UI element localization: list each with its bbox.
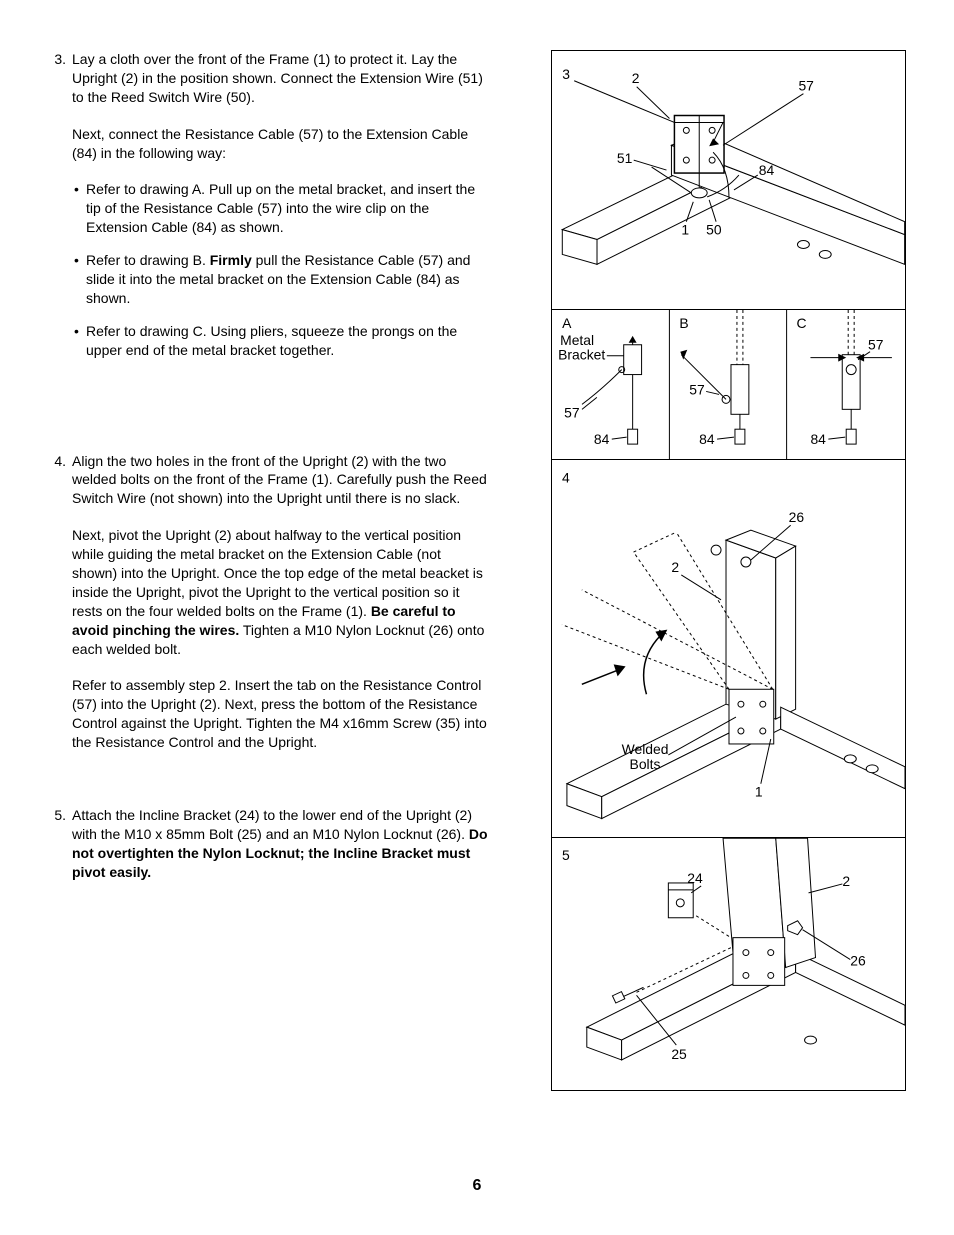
step-3-number: 3. <box>48 50 72 374</box>
svg-text:57: 57 <box>868 337 884 353</box>
step-3: 3. Lay a cloth over the front of the Fra… <box>48 50 488 374</box>
svg-text:Welded: Welded <box>622 741 669 757</box>
svg-text:1: 1 <box>755 784 763 800</box>
right-column: 3 2 57 51 84 1 50 <box>551 50 906 1091</box>
svg-text:24: 24 <box>687 870 703 886</box>
step-3-bullet-1: Refer to drawing A. Pull up on the metal… <box>72 180 488 237</box>
svg-text:1: 1 <box>681 222 689 238</box>
figure-5-svg: 5 <box>552 838 905 1090</box>
step-5: 5. Attach the Incline Bracket (24) to th… <box>48 806 488 900</box>
page-number: 6 <box>0 1177 954 1195</box>
svg-text:2: 2 <box>842 873 850 889</box>
step-5-number: 5. <box>48 806 72 900</box>
svg-text:5: 5 <box>562 847 570 863</box>
svg-text:4: 4 <box>562 469 570 485</box>
page: 3. Lay a cloth over the front of the Fra… <box>0 0 954 1235</box>
svg-text:84: 84 <box>699 431 715 447</box>
svg-text:A: A <box>562 315 572 331</box>
svg-text:57: 57 <box>564 404 580 420</box>
svg-text:Bracket: Bracket <box>558 347 605 363</box>
step-4-p3: Refer to assembly step 2. Insert the tab… <box>72 676 488 752</box>
figure-4: 4 <box>551 460 906 838</box>
step-4-p1: Align the two holes in the front of the … <box>72 452 488 509</box>
step-3-bullet-2: Refer to drawing B. Firmly pull the Resi… <box>72 251 488 308</box>
spacer <box>48 788 488 806</box>
content-wrapper: 3. Lay a cloth over the front of the Fra… <box>48 50 906 1091</box>
step-3-body: Lay a cloth over the front of the Frame … <box>72 50 488 374</box>
figure-3: 3 2 57 51 84 1 50 <box>551 50 906 310</box>
left-column: 3. Lay a cloth over the front of the Fra… <box>48 50 488 1091</box>
svg-text:57: 57 <box>689 381 705 397</box>
svg-text:3: 3 <box>562 66 570 82</box>
svg-text:57: 57 <box>798 78 814 94</box>
step-5-p1: Attach the Incline Bracket (24) to the l… <box>72 806 488 882</box>
figure-4-svg: 4 <box>552 460 905 837</box>
svg-text:Metal: Metal <box>560 332 594 348</box>
svg-text:C: C <box>797 315 807 331</box>
svg-text:2: 2 <box>632 70 640 86</box>
svg-text:84: 84 <box>759 162 775 178</box>
svg-text:Bolts: Bolts <box>630 756 661 772</box>
figure-3-svg: 3 2 57 51 84 1 50 <box>552 51 905 309</box>
svg-text:50: 50 <box>706 222 722 238</box>
step-5-body: Attach the Incline Bracket (24) to the l… <box>72 806 488 900</box>
svg-text:25: 25 <box>671 1046 687 1062</box>
svg-text:26: 26 <box>789 509 805 525</box>
spacer <box>48 392 488 452</box>
step-3-bullets: Refer to drawing A. Pull up on the metal… <box>72 180 488 359</box>
svg-text:2: 2 <box>671 559 679 575</box>
figure-abc-svg: A Metal Bracket 57 84 <box>552 310 905 459</box>
figure-abc: A Metal Bracket 57 84 <box>551 310 906 460</box>
step-4-p2: Next, pivot the Upright (2) about halfwa… <box>72 526 488 658</box>
svg-text:84: 84 <box>594 431 610 447</box>
svg-text:B: B <box>679 315 688 331</box>
step-4-body: Align the two holes in the front of the … <box>72 452 488 770</box>
svg-text:84: 84 <box>810 431 826 447</box>
step-3-p1: Lay a cloth over the front of the Frame … <box>72 50 488 107</box>
figure-5: 5 <box>551 838 906 1091</box>
step-3-p2: Next, connect the Resistance Cable (57) … <box>72 125 488 163</box>
step-4: 4. Align the two holes in the front of t… <box>48 452 488 770</box>
svg-text:51: 51 <box>617 150 633 166</box>
step-3-bullet-3: Refer to drawing C. Using pliers, squeez… <box>72 322 488 360</box>
step-4-number: 4. <box>48 452 72 770</box>
svg-text:26: 26 <box>850 952 866 968</box>
